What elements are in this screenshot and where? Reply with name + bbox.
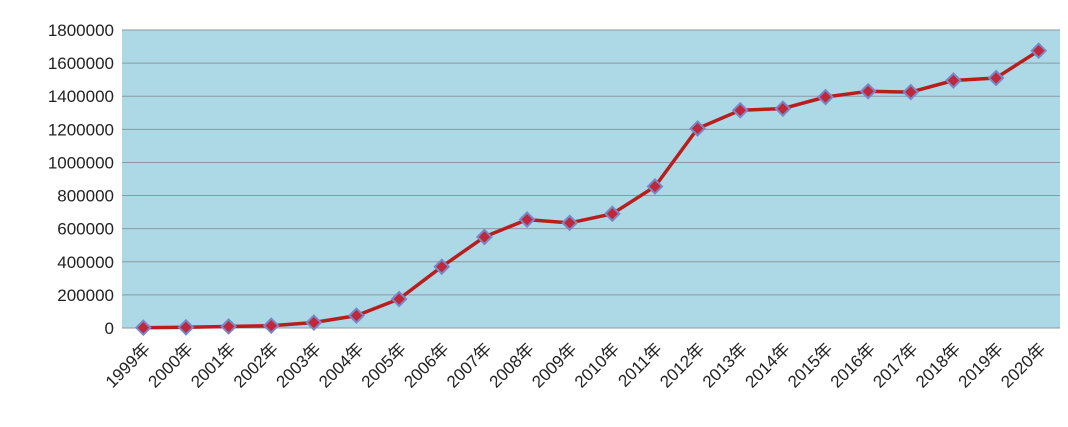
x-tick-label: 2002年 — [230, 339, 282, 391]
data-point-marker — [731, 101, 749, 119]
y-tick-label: 1200000 — [48, 120, 114, 139]
x-tick-label: 2009年 — [528, 339, 580, 391]
data-point-marker — [774, 100, 792, 118]
y-tick-label: 1800000 — [48, 21, 114, 40]
x-tick-label: 2012年 — [656, 339, 708, 391]
data-point-marker — [475, 228, 493, 246]
data-point-marker — [859, 82, 877, 100]
data-point-marker — [348, 307, 365, 324]
x-tick-label: 2015年 — [784, 339, 836, 391]
y-tick-label: 400000 — [57, 253, 114, 272]
data-point-marker — [305, 314, 323, 331]
x-tick-label: 2000年 — [145, 339, 197, 391]
data-point-marker — [134, 319, 152, 337]
y-tick-label: 600000 — [57, 220, 114, 239]
data-point-marker — [646, 178, 664, 195]
x-tick-label: 2010年 — [571, 339, 623, 391]
x-tick-label: 2018年 — [912, 339, 964, 391]
y-tick-label: 0 — [105, 319, 114, 338]
x-tick-label: 2016年 — [827, 339, 879, 391]
data-point-marker — [603, 205, 621, 223]
y-tick-label: 800000 — [57, 187, 114, 206]
plot-area — [122, 30, 1060, 328]
x-tick-label: 2006年 — [400, 339, 452, 391]
x-axis-tick-labels: 1999年2000年2001年2002年2003年2004年2005年2006年… — [102, 339, 1050, 391]
x-tick-label: 2007年 — [443, 339, 495, 391]
x-tick-label: 2008年 — [486, 339, 538, 391]
y-tick-label: 1400000 — [48, 87, 114, 106]
x-tick-label: 2019年 — [955, 339, 1007, 391]
series-line — [141, 48, 1041, 330]
y-tick-label: 1000000 — [48, 153, 114, 172]
y-tick-label: 200000 — [57, 286, 114, 305]
y-axis-tick-labels: 0 200000 400000 600000 800000 1000000 1200000 1… — [48, 21, 114, 338]
x-tick-label: 2013年 — [699, 339, 751, 391]
y-tick-label: 1600000 — [48, 54, 114, 73]
data-point-marker — [262, 317, 280, 335]
data-point-marker — [561, 214, 579, 232]
data-point-marker — [433, 258, 451, 276]
x-tick-label: 2020年 — [997, 339, 1049, 391]
data-point-marker — [944, 72, 962, 89]
data-point-marker — [220, 318, 238, 335]
x-tick-label: 2014年 — [741, 339, 793, 391]
x-tick-label: 1999年 — [102, 339, 154, 391]
x-tick-label: 2005年 — [358, 339, 410, 391]
data-point-marker — [689, 120, 707, 137]
x-tick-label: 2011年 — [614, 339, 665, 390]
x-tick-label: 2001年 — [187, 339, 239, 391]
data-point-marker — [1030, 42, 1048, 60]
data-point-marker — [817, 88, 834, 106]
data-point-marker — [518, 211, 536, 228]
x-tick-label: 2003年 — [272, 339, 324, 391]
data-point-marker — [902, 83, 920, 101]
data-point-marker — [177, 318, 195, 336]
data-point-marker — [987, 69, 1005, 87]
x-tick-label: 2017年 — [869, 339, 921, 391]
x-tick-label: 2004年 — [315, 339, 367, 391]
gridlines — [122, 29, 1060, 329]
data-point-marker — [390, 290, 408, 308]
data-markers — [134, 42, 1048, 337]
